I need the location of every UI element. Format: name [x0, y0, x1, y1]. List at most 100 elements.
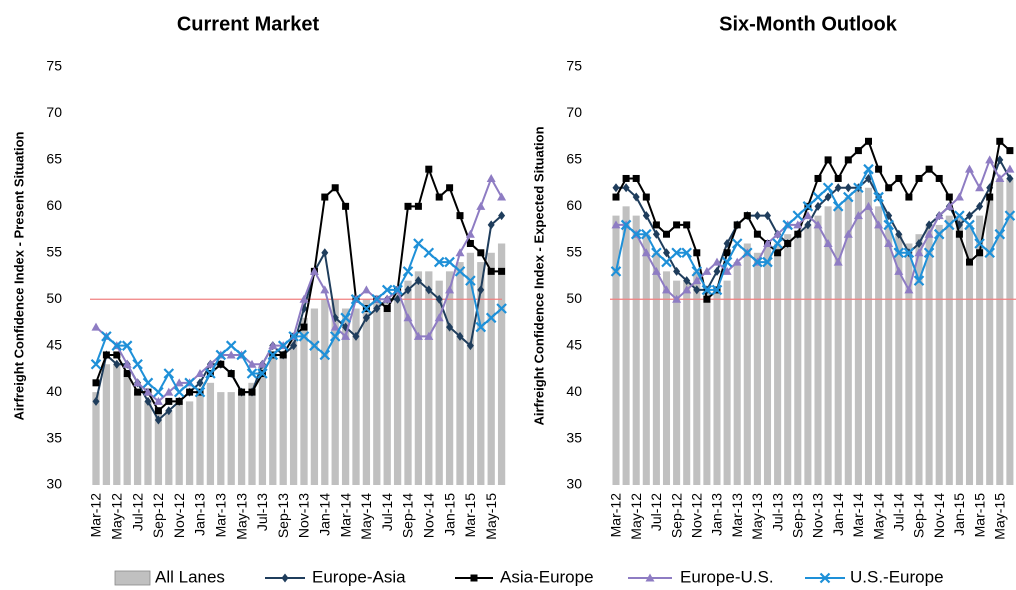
marker [933, 228, 945, 240]
marker [772, 238, 783, 249]
bar [310, 308, 319, 485]
marker [133, 378, 143, 387]
marker [498, 211, 506, 221]
y-tick-label: 30 [566, 476, 582, 492]
marker [813, 220, 823, 229]
marker [673, 266, 681, 276]
bar [784, 234, 792, 485]
marker [435, 294, 443, 304]
bar [300, 317, 308, 485]
marker [923, 247, 935, 259]
y-axis-label: Airfreight Confidence Index - Expected S… [531, 126, 546, 425]
marker [414, 202, 422, 210]
bar [885, 224, 893, 485]
y-tick-label: 45 [566, 336, 582, 352]
marker [904, 285, 914, 294]
marker [935, 174, 943, 182]
marker [444, 256, 455, 268]
marker [914, 248, 924, 257]
bar [925, 224, 933, 485]
bar [683, 280, 691, 485]
marker [610, 266, 622, 277]
marker [663, 248, 670, 258]
marker [163, 368, 175, 379]
marker [702, 266, 712, 275]
bar [743, 243, 751, 485]
marker [226, 350, 236, 359]
marker [612, 183, 620, 193]
marker [433, 256, 445, 268]
marker [661, 256, 672, 268]
x-tick-label: Mar-14 [850, 493, 866, 538]
marker [974, 238, 985, 249]
bar [123, 373, 131, 485]
marker [298, 331, 310, 342]
marker [731, 238, 743, 249]
marker [309, 266, 319, 275]
legend-swatch [114, 570, 151, 586]
bar [237, 392, 246, 485]
line [616, 157, 1011, 301]
marker [174, 378, 184, 387]
marker [763, 238, 772, 247]
marker [711, 284, 723, 296]
bar [185, 401, 194, 485]
marker [752, 256, 763, 268]
marker [895, 174, 903, 182]
marker [701, 284, 713, 296]
marker [692, 276, 702, 285]
marker [423, 247, 435, 259]
marker [966, 211, 973, 221]
marker [446, 184, 454, 192]
bar [632, 215, 640, 485]
bar [404, 280, 412, 485]
marker [651, 247, 662, 259]
bar [763, 243, 772, 485]
legend-marker [281, 573, 289, 583]
bar [102, 364, 111, 485]
marker [404, 285, 412, 295]
marker [194, 386, 206, 398]
x-tick-label: Mar-12 [608, 493, 624, 538]
marker [247, 359, 257, 368]
bar [217, 392, 225, 485]
marker [361, 303, 372, 314]
marker [804, 220, 812, 230]
marker [944, 219, 955, 231]
marker [641, 248, 651, 257]
marker [227, 370, 235, 378]
y-tick-label: 60 [46, 197, 62, 213]
bar [258, 364, 267, 485]
marker [723, 249, 731, 257]
marker [875, 165, 883, 173]
bar [753, 252, 761, 485]
marker [833, 257, 843, 266]
marker [630, 228, 642, 240]
marker [413, 331, 423, 340]
marker [404, 202, 412, 210]
bar [713, 289, 721, 485]
marker [205, 359, 215, 368]
marker [122, 359, 132, 368]
marker [309, 340, 320, 351]
marker [454, 266, 466, 277]
legend: All Lanes Europe-Asia Asia-Europe Europe… [114, 567, 944, 586]
marker [853, 211, 863, 220]
marker [966, 258, 973, 266]
marker [456, 212, 464, 220]
marker [925, 220, 933, 230]
bar [383, 299, 391, 485]
x-tick-label: Nov-12 [689, 493, 705, 538]
marker [331, 184, 339, 192]
marker [144, 396, 152, 406]
marker [984, 247, 995, 259]
chart-title: Six-Month Outlook [719, 13, 898, 35]
marker [465, 229, 475, 238]
marker [487, 220, 495, 230]
x-tick-label: Jan-13 [192, 493, 208, 536]
marker [620, 219, 632, 231]
x-tick-label: Jul-12 [129, 493, 145, 531]
marker [92, 379, 100, 387]
marker [350, 293, 362, 305]
marker [164, 387, 174, 396]
